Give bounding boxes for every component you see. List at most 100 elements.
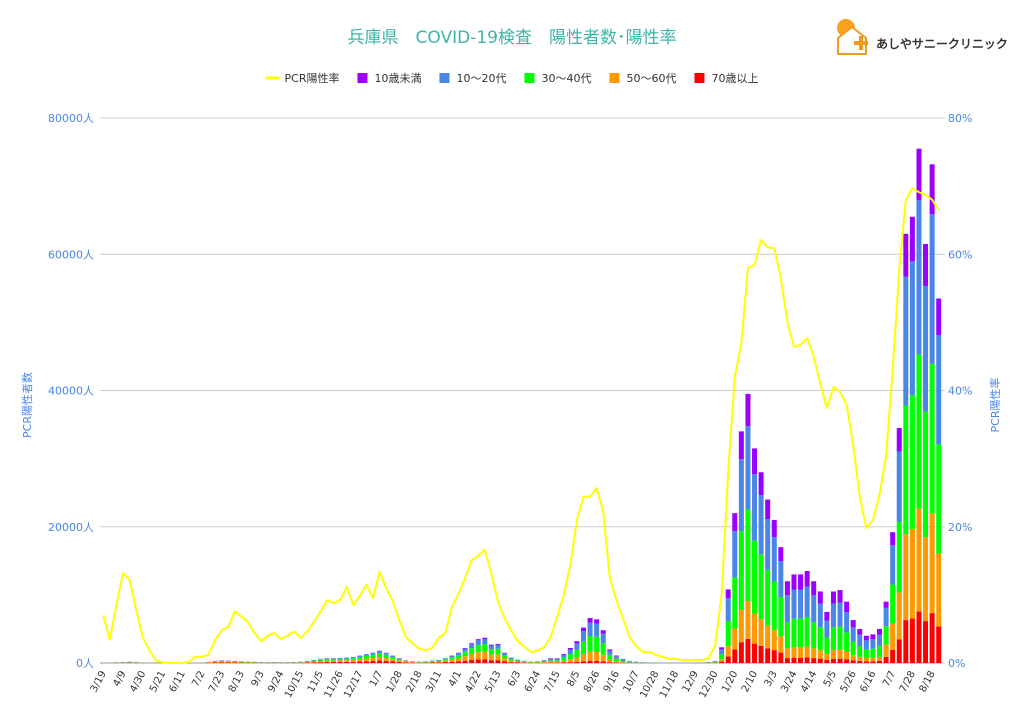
bar	[456, 655, 461, 658]
bar	[338, 658, 343, 659]
bar	[785, 581, 790, 595]
legend-label: 50～60代	[626, 72, 676, 85]
bar	[936, 554, 941, 627]
bar	[476, 659, 481, 663]
bar	[890, 650, 895, 663]
bar	[785, 622, 790, 648]
bar	[469, 648, 474, 654]
bar	[923, 621, 928, 663]
bar	[864, 640, 869, 649]
bar	[489, 646, 494, 650]
bar	[443, 661, 448, 662]
bar	[449, 656, 454, 657]
bar	[732, 650, 737, 663]
bar	[864, 661, 869, 663]
bar	[910, 395, 915, 529]
bar	[884, 645, 889, 657]
y2-tick-label: 0%	[948, 657, 965, 670]
bar	[311, 661, 316, 662]
bar	[331, 658, 336, 659]
bar	[495, 660, 500, 663]
bar	[818, 627, 823, 650]
bar	[364, 659, 369, 662]
bar	[732, 531, 737, 577]
bar	[759, 495, 764, 554]
bar	[903, 620, 908, 663]
legend-label: 10歳未満	[374, 72, 421, 85]
bar	[305, 662, 310, 663]
bar	[791, 647, 796, 658]
bar	[726, 589, 731, 598]
bar	[726, 598, 731, 621]
bar	[239, 662, 244, 663]
bar	[568, 659, 573, 662]
bar	[463, 652, 468, 656]
bar	[824, 660, 829, 663]
bar	[923, 286, 928, 412]
bar	[916, 200, 921, 354]
bar	[864, 649, 869, 658]
bar	[607, 660, 612, 663]
y2-axis-title: PCR陽性率	[988, 378, 1002, 433]
bar	[555, 660, 560, 662]
bar	[390, 656, 395, 657]
bar	[851, 627, 856, 641]
bar	[384, 661, 389, 663]
bar	[390, 657, 395, 659]
bar	[377, 651, 382, 653]
bar	[377, 653, 382, 657]
legend-swatch	[439, 73, 449, 83]
bar	[213, 662, 218, 663]
chart-title: 兵庫県 COVID-19検査 陽性者数･陽性率	[348, 28, 677, 48]
bar	[324, 659, 329, 660]
bar	[778, 636, 783, 652]
bar	[561, 654, 566, 655]
bar	[607, 655, 612, 660]
bar	[351, 662, 356, 663]
bar	[870, 649, 875, 658]
bar	[844, 652, 849, 659]
bar	[805, 617, 810, 646]
bar	[923, 244, 928, 286]
bar	[732, 578, 737, 629]
bar	[482, 652, 487, 660]
bar	[726, 656, 731, 663]
y-tick-label: 80000人	[48, 112, 94, 125]
y-tick-label: 20000人	[48, 521, 94, 534]
bar	[351, 657, 356, 658]
bar	[923, 412, 928, 538]
legend-label: 70歳以上	[711, 72, 758, 85]
bar	[548, 659, 553, 660]
bar	[831, 650, 836, 659]
bar	[785, 595, 790, 622]
bar	[305, 661, 310, 662]
bar	[791, 619, 796, 647]
bar	[463, 648, 468, 649]
bar	[752, 541, 757, 614]
bar	[351, 660, 356, 662]
bar	[397, 658, 402, 659]
bar	[910, 261, 915, 395]
bar	[574, 641, 579, 643]
bar	[443, 658, 448, 659]
bar	[838, 602, 843, 626]
bar	[226, 662, 231, 663]
bar	[930, 164, 935, 214]
bar	[923, 537, 928, 621]
bar	[818, 659, 823, 663]
bar	[877, 646, 882, 657]
bar	[482, 638, 487, 639]
bar	[910, 217, 915, 262]
bar	[732, 513, 737, 531]
bar	[311, 661, 316, 662]
bar	[463, 656, 468, 660]
bar	[713, 661, 718, 662]
bar	[469, 654, 474, 660]
bar	[930, 214, 935, 364]
bar	[759, 646, 764, 663]
bar	[936, 627, 941, 663]
bar	[916, 354, 921, 508]
bar	[930, 613, 935, 663]
bar	[324, 661, 329, 662]
